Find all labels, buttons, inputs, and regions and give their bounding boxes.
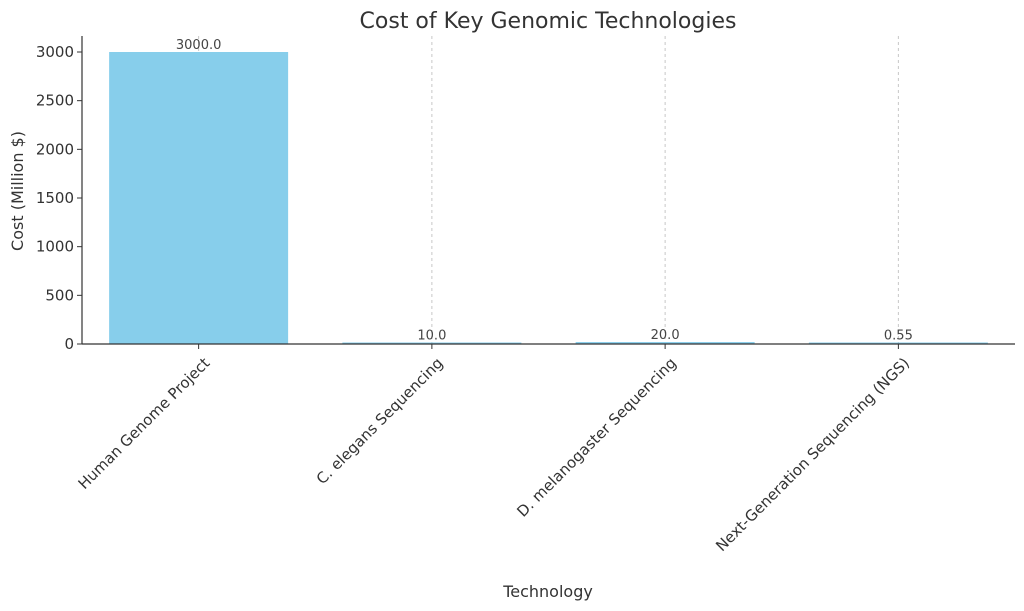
y-axis-label: Cost (Million $) bbox=[8, 131, 27, 251]
y-tick-label: 1000 bbox=[36, 238, 74, 256]
bar bbox=[575, 342, 755, 344]
bars bbox=[109, 52, 988, 344]
x-tick-label: Human Genome Project bbox=[75, 354, 214, 493]
y-tick-label: 2000 bbox=[36, 140, 74, 158]
y-tick-label: 0 bbox=[64, 335, 74, 353]
x-tick-label: C. elegans Sequencing bbox=[313, 354, 447, 488]
bar bbox=[342, 342, 522, 344]
bar bbox=[109, 52, 289, 344]
y-tick-label: 2500 bbox=[36, 92, 74, 110]
y-ticks: 0 500 1000 1500 2000 2500 3000 bbox=[36, 43, 82, 353]
x-tick-label: D. melanogaster Sequencing bbox=[513, 354, 680, 521]
bar-value-label: 0.55 bbox=[884, 329, 913, 344]
x-axis-label: Technology bbox=[502, 582, 593, 601]
bar-value-label: 10.0 bbox=[417, 329, 446, 344]
y-tick-label: 3000 bbox=[36, 43, 74, 61]
x-tick-label: Next-Generation Sequencing (NGS) bbox=[712, 354, 913, 555]
y-tick-label: 1500 bbox=[36, 189, 74, 207]
x-categories: Human Genome Project C. elegans Sequencin… bbox=[75, 354, 914, 555]
grid-lines bbox=[198, 36, 899, 344]
axes bbox=[81, 36, 1015, 349]
bar bbox=[808, 342, 988, 344]
data-labels: 3000.0 10.0 20.0 0.55 bbox=[176, 38, 913, 344]
bar-value-label: 20.0 bbox=[651, 328, 680, 343]
chart-title: Cost of Key Genomic Technologies bbox=[360, 9, 737, 34]
y-tick-label: 500 bbox=[45, 286, 74, 304]
bar-value-label: 3000.0 bbox=[176, 38, 222, 53]
